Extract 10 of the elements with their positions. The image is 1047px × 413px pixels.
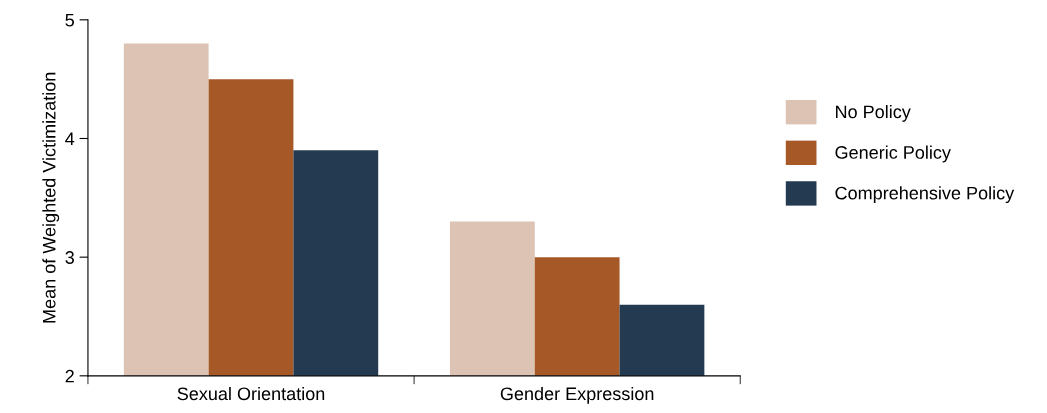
y-tick-label: 4 [65,132,75,146]
legend-label: Comprehensive Policy [835,186,1015,204]
legend-label: Generic Policy [835,145,951,163]
legend-label: No Policy [836,104,911,122]
x-tick-label: Gender Expression [500,386,654,404]
y-axis-title: Mean of Weighted Victimization [42,72,60,323]
y-tick-label: 2 [65,369,74,383]
y-tick-label: 5 [65,13,74,27]
x-tick-label: Sexual Orientation [177,386,325,401]
y-tick-label: 3 [65,251,74,264]
